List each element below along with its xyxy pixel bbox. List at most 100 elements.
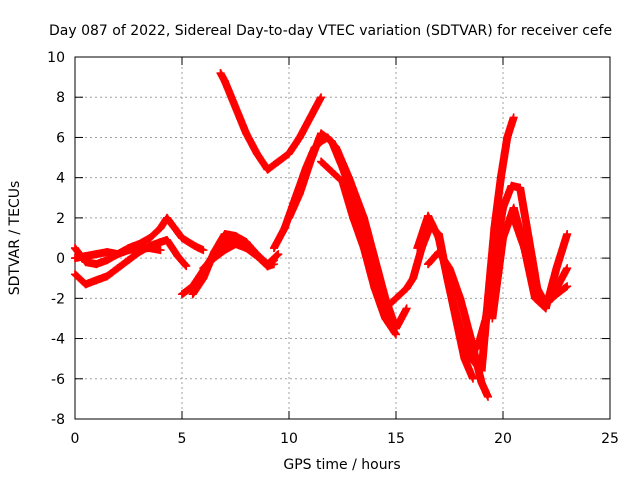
data-point bbox=[469, 374, 478, 383]
y-tick-label: 10 bbox=[47, 50, 65, 66]
data-point bbox=[145, 234, 154, 242]
data-point bbox=[103, 248, 112, 257]
y-tick-label: -6 bbox=[51, 372, 65, 388]
data-point bbox=[317, 129, 326, 138]
x-axis-label: GPS time / hours bbox=[283, 457, 400, 473]
y-tick-label: -4 bbox=[51, 332, 65, 348]
data-point bbox=[274, 250, 283, 259]
series-markers bbox=[285, 129, 410, 313]
data-point bbox=[182, 262, 191, 271]
data-point bbox=[242, 129, 251, 138]
data-point bbox=[531, 284, 540, 293]
data-point bbox=[434, 234, 443, 242]
data-point bbox=[409, 274, 418, 283]
data-point bbox=[145, 244, 154, 253]
series-track bbox=[424, 248, 493, 401]
data-point bbox=[317, 157, 326, 166]
data-point bbox=[280, 223, 289, 232]
data-point bbox=[520, 244, 529, 253]
series-track bbox=[216, 69, 326, 174]
data-point bbox=[456, 294, 465, 303]
data-point bbox=[445, 284, 454, 293]
data-point bbox=[349, 213, 358, 222]
data-point bbox=[163, 236, 172, 245]
data-point bbox=[392, 294, 400, 303]
data-point bbox=[563, 229, 572, 238]
series-track bbox=[71, 244, 165, 263]
data-point bbox=[242, 244, 251, 253]
data-point bbox=[477, 366, 486, 375]
y-tick-label: 2 bbox=[56, 211, 65, 227]
data-point bbox=[509, 203, 518, 212]
y-tick-label: 0 bbox=[56, 251, 65, 267]
data-point bbox=[524, 234, 533, 242]
x-tick-label: 5 bbox=[178, 431, 187, 447]
data-point bbox=[124, 256, 133, 265]
data-point bbox=[552, 284, 561, 293]
data-point bbox=[220, 77, 229, 86]
y-axis-label: SDTVAR / TECUs bbox=[7, 181, 23, 296]
data-point bbox=[499, 234, 507, 242]
data-point bbox=[295, 189, 304, 198]
series-track bbox=[317, 157, 400, 339]
data-point bbox=[507, 181, 516, 190]
data-point bbox=[210, 254, 219, 263]
data-point bbox=[156, 246, 165, 255]
data-point bbox=[359, 244, 368, 253]
data-point bbox=[124, 246, 133, 255]
data-point bbox=[113, 264, 122, 273]
data-point bbox=[327, 137, 336, 146]
series-track bbox=[199, 240, 279, 273]
data-point bbox=[199, 264, 208, 273]
y-tick-label: -2 bbox=[51, 291, 65, 307]
data-point bbox=[370, 284, 379, 293]
data-point bbox=[306, 113, 315, 122]
data-point bbox=[434, 248, 443, 257]
data-point bbox=[477, 378, 486, 387]
data-point bbox=[274, 157, 283, 166]
chart-title: Day 087 of 2022, Sidereal Day-to-day VTE… bbox=[49, 23, 612, 39]
data-point bbox=[338, 177, 347, 186]
data-point bbox=[306, 157, 315, 166]
data-point bbox=[424, 211, 433, 220]
series-track bbox=[285, 129, 411, 313]
gridlines bbox=[75, 57, 610, 419]
data-point bbox=[484, 392, 493, 401]
data-point bbox=[488, 314, 497, 323]
data-point bbox=[190, 242, 199, 251]
data-point bbox=[456, 324, 465, 333]
data-series bbox=[71, 69, 572, 401]
data-point bbox=[466, 334, 475, 343]
data-point bbox=[199, 246, 208, 255]
y-tick-label: -8 bbox=[51, 412, 65, 428]
data-point bbox=[252, 252, 261, 261]
data-point bbox=[327, 167, 336, 176]
y-tick-label: 8 bbox=[56, 90, 65, 106]
data-point bbox=[81, 252, 90, 261]
x-tick-label: 25 bbox=[601, 431, 619, 447]
data-point bbox=[178, 290, 186, 299]
data-point bbox=[270, 260, 279, 269]
data-point bbox=[135, 244, 144, 253]
data-point bbox=[216, 69, 225, 78]
data-point bbox=[163, 213, 172, 222]
data-point bbox=[392, 330, 400, 339]
data-point bbox=[496, 173, 505, 182]
data-point bbox=[71, 254, 79, 263]
data-point bbox=[178, 234, 186, 242]
data-point bbox=[220, 246, 229, 255]
data-point bbox=[424, 260, 433, 269]
data-point bbox=[92, 276, 101, 285]
data-point bbox=[263, 262, 272, 271]
data-point bbox=[445, 264, 454, 273]
data-point bbox=[285, 149, 293, 158]
data-point bbox=[103, 256, 112, 265]
x-tick-label: 15 bbox=[387, 431, 405, 447]
data-point bbox=[92, 260, 101, 269]
data-point bbox=[552, 264, 561, 273]
x-tick-label: 10 bbox=[280, 431, 298, 447]
y-tick-label: 4 bbox=[56, 171, 65, 187]
data-point bbox=[103, 272, 112, 281]
series-track bbox=[509, 213, 572, 309]
data-point bbox=[503, 133, 512, 142]
